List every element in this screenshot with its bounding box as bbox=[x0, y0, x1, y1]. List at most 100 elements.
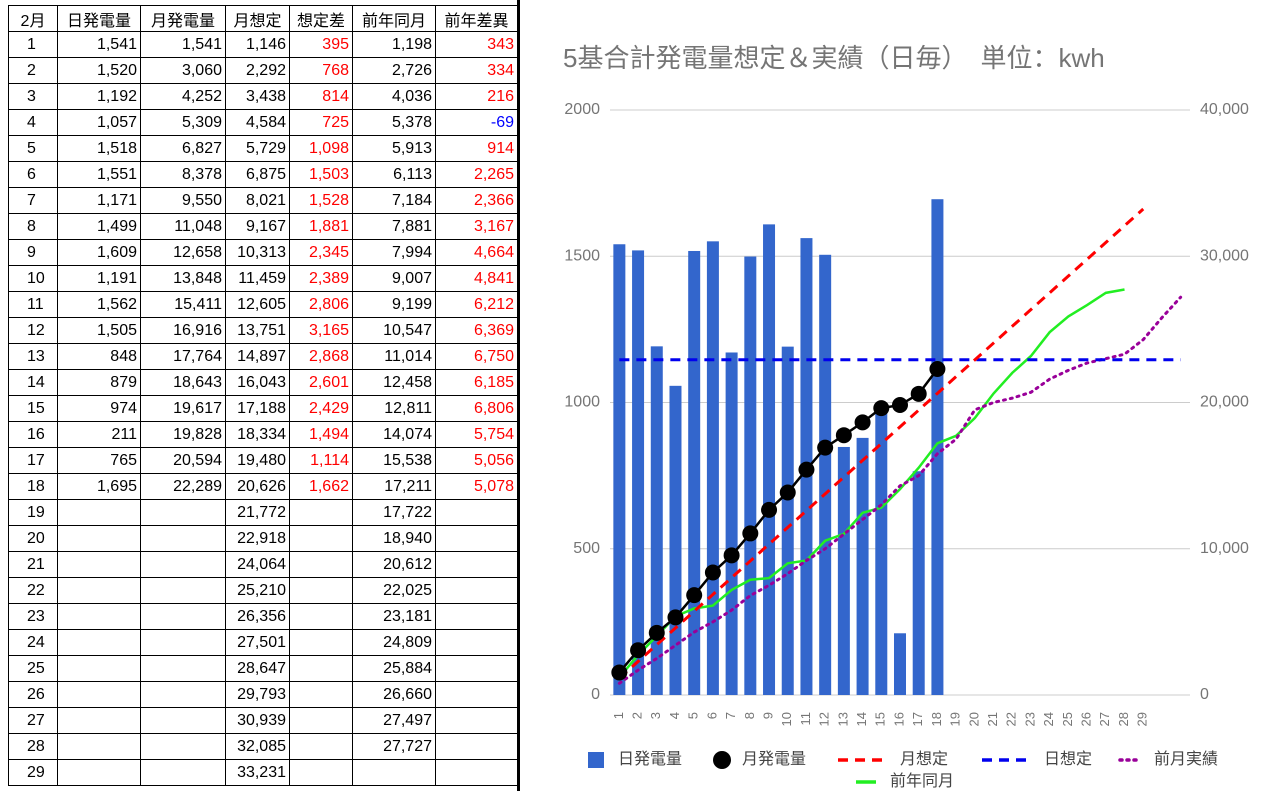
table-row: 17 765 20,594 19,480 1,114 15,538 5,056 bbox=[8, 447, 518, 474]
x-tick-label: 21 bbox=[985, 712, 1000, 726]
marker bbox=[611, 664, 628, 681]
table-cell: 2,366 bbox=[435, 187, 518, 214]
table-row: 3 1,192 4,252 3,438 814 4,036 216 bbox=[8, 83, 518, 110]
legend-label: 日想定 bbox=[1044, 750, 1092, 768]
x-tick-label: 1 bbox=[611, 712, 626, 719]
table-cell: 27,727 bbox=[352, 733, 436, 760]
table-cell: 3,167 bbox=[435, 213, 518, 240]
table-row: 8 1,499 11,048 9,167 1,881 7,881 3,167 bbox=[8, 213, 518, 240]
table-cell bbox=[140, 525, 226, 552]
table-row: 20 22,918 18,940 bbox=[8, 525, 518, 552]
table-cell: 28 bbox=[8, 733, 58, 760]
table-cell bbox=[140, 551, 226, 578]
table-row: 11 1,562 15,411 12,605 2,806 9,199 6,212 bbox=[8, 291, 518, 318]
table-cell: 6,806 bbox=[435, 395, 518, 422]
y2-tick-label: 40,000 bbox=[1200, 101, 1249, 118]
x-tick-label: 14 bbox=[854, 712, 869, 726]
x-tick-label: 26 bbox=[1079, 712, 1094, 726]
table-cell: 2,806 bbox=[289, 291, 353, 318]
y-tick-label: 1500 bbox=[564, 247, 600, 264]
table-cell: 28,647 bbox=[225, 655, 290, 682]
y-tick-label: 2000 bbox=[564, 101, 600, 118]
table-cell: 1,551 bbox=[57, 161, 141, 188]
table-cell: 5,729 bbox=[225, 135, 290, 162]
table-cell: 1,499 bbox=[57, 213, 141, 240]
table-cell: 2,429 bbox=[289, 395, 353, 422]
marker bbox=[798, 461, 815, 478]
bar bbox=[875, 410, 888, 695]
table-row: 28 32,085 27,727 bbox=[8, 733, 518, 760]
table-cell bbox=[57, 499, 141, 526]
table-cell bbox=[57, 655, 141, 682]
table-cell: 11,014 bbox=[352, 343, 436, 370]
table-cell: 216 bbox=[435, 83, 518, 110]
table-cell: 1,503 bbox=[289, 161, 353, 188]
table-cell: 24 bbox=[8, 629, 58, 656]
marker bbox=[686, 587, 703, 604]
table-cell: 12,605 bbox=[225, 291, 290, 318]
table-cell: 22,025 bbox=[352, 577, 436, 604]
table-cell bbox=[140, 759, 226, 786]
table-row: 16 211 19,828 18,334 1,494 14,074 5,754 bbox=[8, 421, 518, 448]
table-cell: 12,658 bbox=[140, 239, 226, 266]
x-tick-label: 11 bbox=[798, 712, 813, 726]
table-cell: 前年差異 bbox=[435, 5, 518, 32]
x-tick-label: 10 bbox=[779, 712, 794, 726]
table-cell bbox=[435, 577, 518, 604]
marker bbox=[648, 624, 665, 641]
table-row: 12 1,505 16,916 13,751 3,165 10,547 6,369 bbox=[8, 317, 518, 344]
bar bbox=[688, 250, 701, 696]
marker bbox=[667, 609, 684, 626]
table-cell: 17,188 bbox=[225, 395, 290, 422]
bar bbox=[744, 256, 757, 695]
table-row: 25 28,647 25,884 bbox=[8, 655, 518, 682]
marker bbox=[723, 547, 740, 564]
table-cell: 5,754 bbox=[435, 421, 518, 448]
table-row: 15 974 19,617 17,188 2,429 12,811 6,806 bbox=[8, 395, 518, 422]
table-cell: 9 bbox=[8, 239, 58, 266]
table-row: 26 29,793 26,660 bbox=[8, 681, 518, 708]
marker bbox=[704, 564, 721, 581]
table-cell: 8,378 bbox=[140, 161, 226, 188]
legend-swatch bbox=[713, 751, 731, 769]
table-cell bbox=[435, 629, 518, 656]
table-cell: 5,078 bbox=[435, 473, 518, 500]
table-cell: 22,918 bbox=[225, 525, 290, 552]
legend-label: 月想定 bbox=[900, 750, 948, 768]
table-cell bbox=[57, 681, 141, 708]
table-row: 1 1,541 1,541 1,146 395 1,198 343 bbox=[8, 31, 518, 58]
table-cell: 1,541 bbox=[140, 31, 226, 58]
x-tick-label: 2 bbox=[630, 712, 645, 719]
table-cell: 日発電量 bbox=[57, 5, 141, 32]
table-cell: 27 bbox=[8, 707, 58, 734]
table-row: 27 30,939 27,497 bbox=[8, 707, 518, 734]
x-tick-label: 16 bbox=[891, 712, 906, 726]
bar bbox=[819, 254, 832, 695]
table-cell bbox=[57, 577, 141, 604]
legend-label: 前年同月 bbox=[890, 772, 954, 790]
marker bbox=[873, 400, 890, 417]
table-cell: 3,060 bbox=[140, 57, 226, 84]
table-row: 21 24,064 20,612 bbox=[8, 551, 518, 578]
line bbox=[618, 207, 1145, 680]
table-cell: 33,231 bbox=[225, 759, 290, 786]
table-cell: 1,528 bbox=[289, 187, 353, 214]
table-cell: 879 bbox=[57, 369, 141, 396]
table-cell bbox=[352, 759, 436, 786]
table-cell: 21 bbox=[8, 551, 58, 578]
x-tick-label: 17 bbox=[910, 712, 925, 726]
x-tick-label: 25 bbox=[1060, 712, 1075, 726]
table-cell bbox=[140, 603, 226, 630]
legend-label: 月発電量 bbox=[742, 750, 806, 768]
table-cell: 211 bbox=[57, 421, 141, 448]
bar bbox=[706, 241, 719, 695]
table-cell: 5,056 bbox=[435, 447, 518, 474]
table-cell: 6,827 bbox=[140, 135, 226, 162]
marker bbox=[742, 525, 759, 542]
table-cell bbox=[435, 707, 518, 734]
x-tick-label: 7 bbox=[723, 712, 738, 719]
table-cell: 10,313 bbox=[225, 239, 290, 266]
table-cell: 1,198 bbox=[352, 31, 436, 58]
table-cell: 19,828 bbox=[140, 421, 226, 448]
